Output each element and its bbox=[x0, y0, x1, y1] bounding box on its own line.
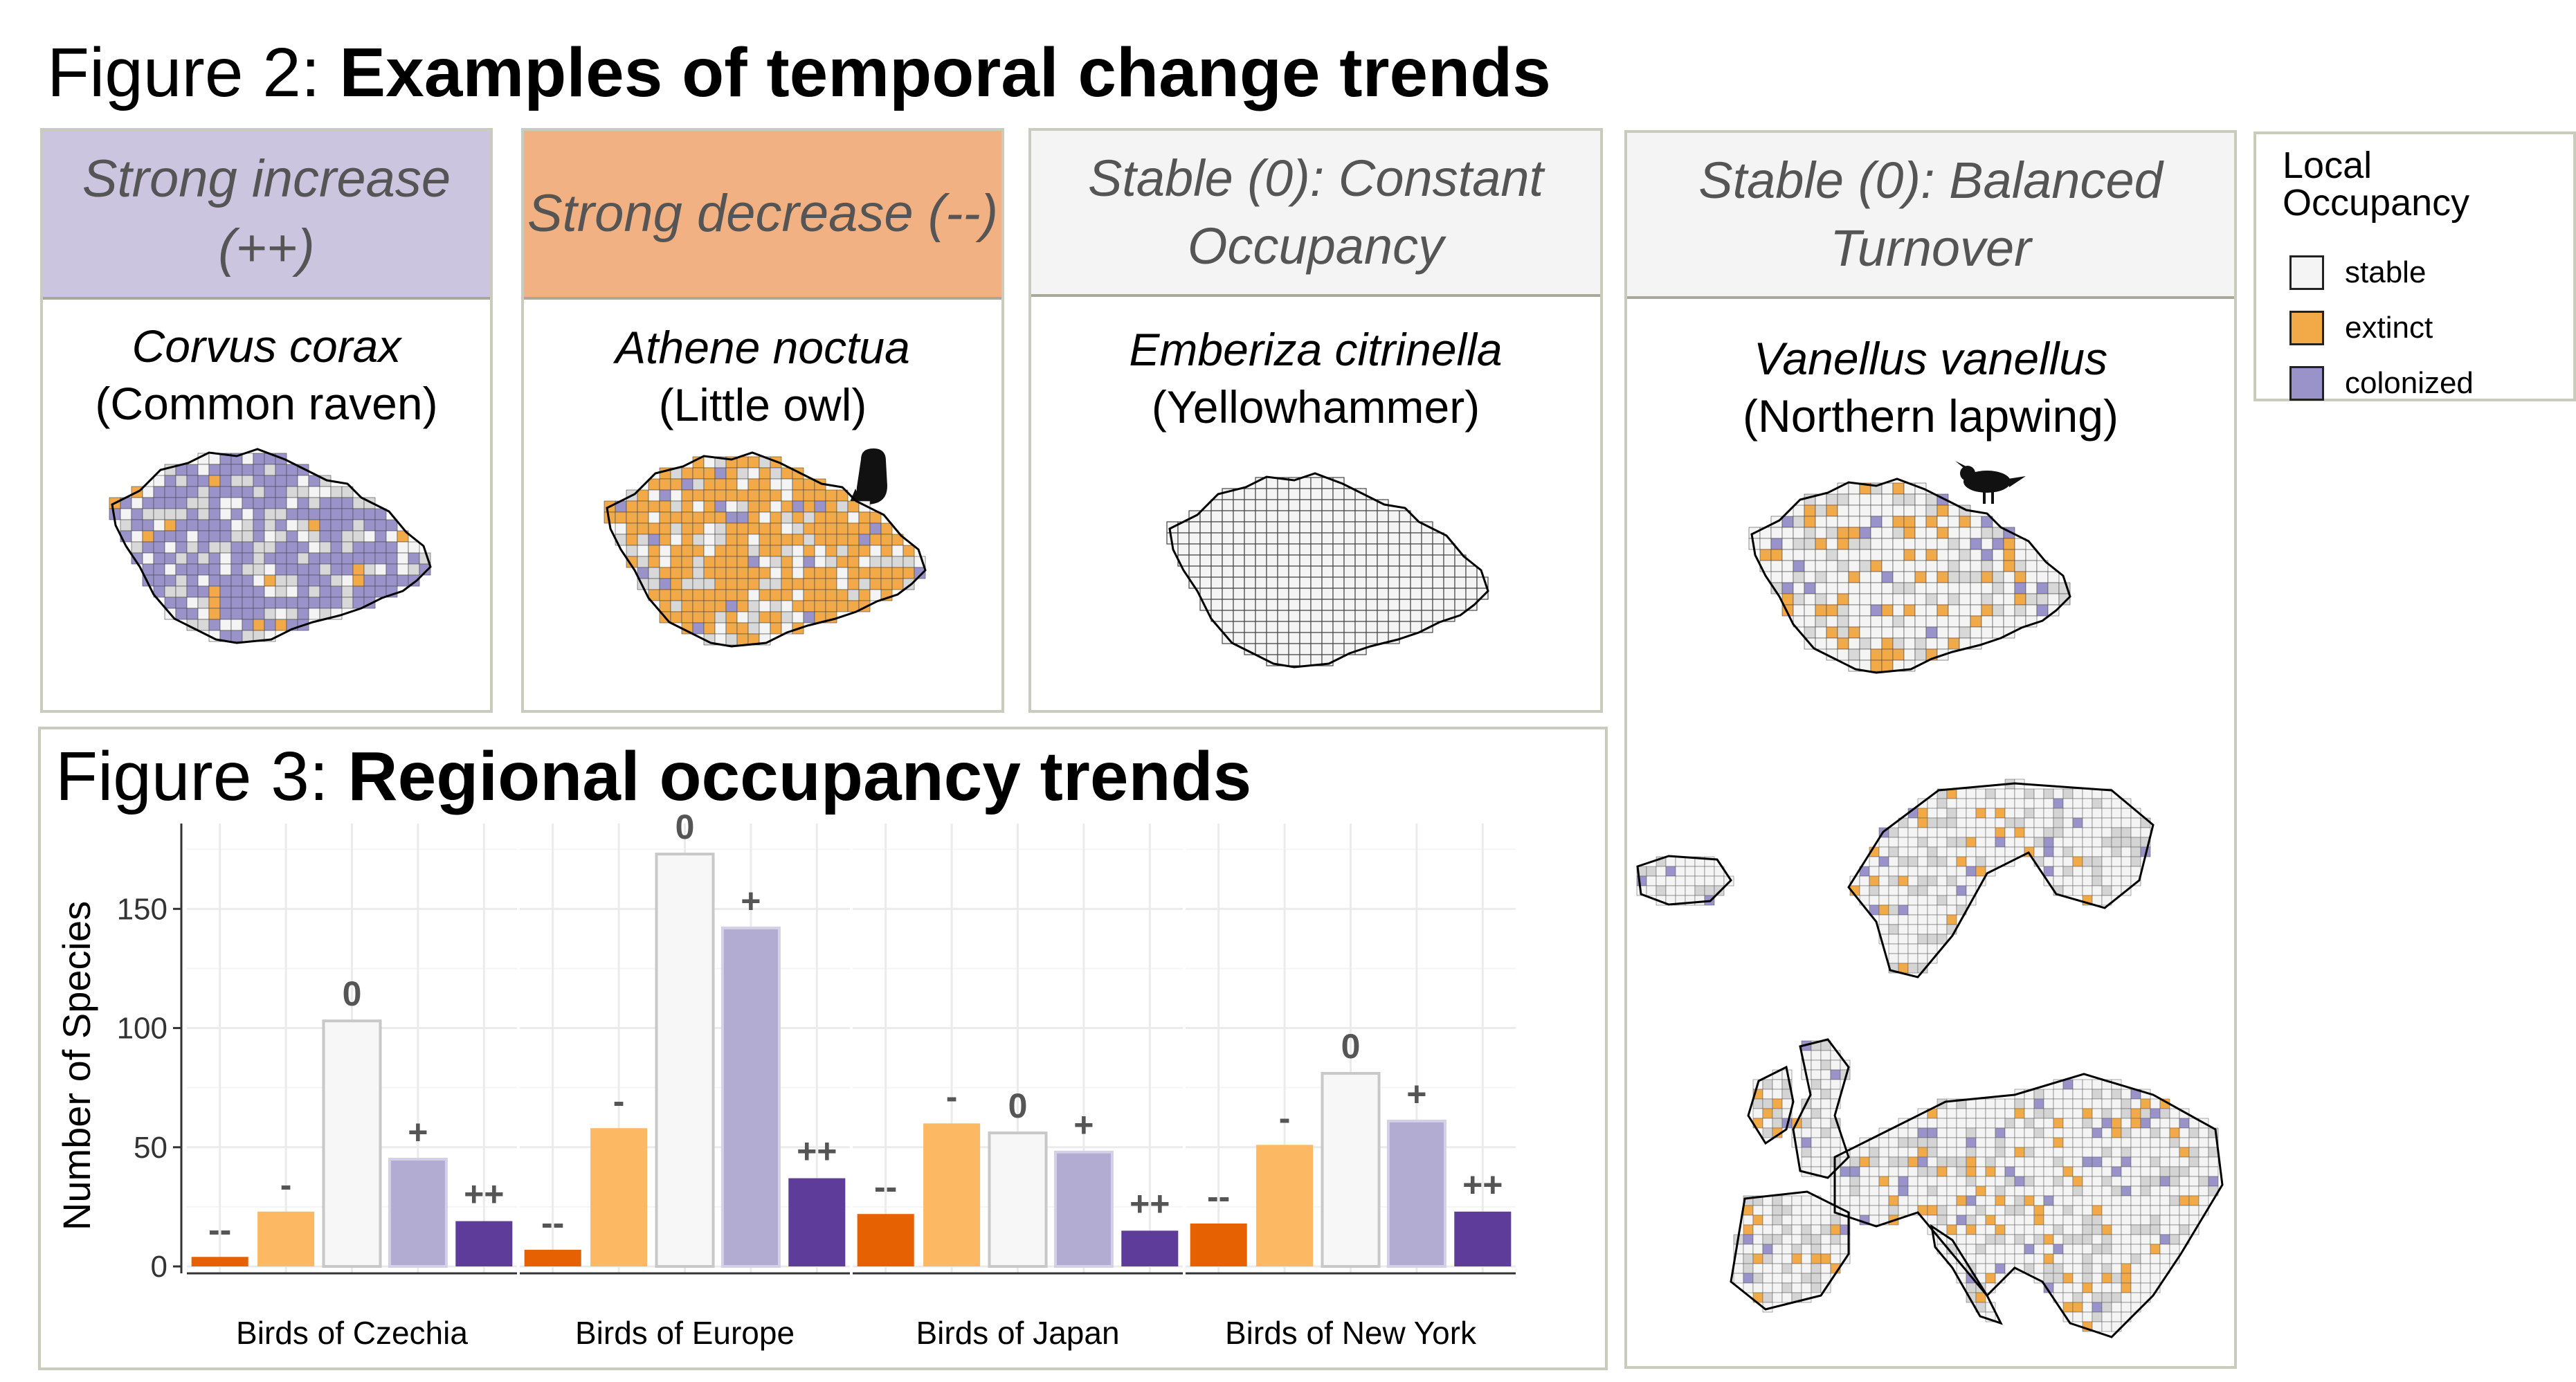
legend: Local Occupancy stable extinct colonized bbox=[2253, 131, 2576, 401]
figure-2-title: Figure 2: Examples of temporal change tr… bbox=[47, 34, 1551, 111]
y-tick-label: 0 bbox=[151, 1250, 167, 1284]
bar bbox=[322, 1019, 382, 1268]
bar bbox=[388, 1158, 448, 1268]
bar bbox=[1386, 1119, 1446, 1268]
facet-1: ---0+++Birds of Europe bbox=[520, 808, 850, 1351]
bar bbox=[988, 1131, 1048, 1268]
y-tick-label: 50 bbox=[134, 1131, 167, 1165]
facet-label: Birds of Europe bbox=[575, 1315, 795, 1351]
map-europe-lapwing bbox=[1636, 779, 2224, 1338]
bar-label: + bbox=[408, 1113, 428, 1152]
bar-label: - bbox=[1279, 1098, 1291, 1137]
bar bbox=[524, 1249, 581, 1266]
figure-3-title: Figure 3: Regional occupancy trends bbox=[55, 738, 1252, 815]
bar-label: + bbox=[1073, 1106, 1094, 1145]
legend-item-extinct: extinct bbox=[2289, 307, 2433, 349]
map-czechia-owl bbox=[604, 451, 927, 648]
y-tick-label: 100 bbox=[117, 1012, 167, 1046]
panel-header: Stable (0): Balanced Turnover bbox=[1627, 133, 2234, 299]
bar bbox=[720, 926, 781, 1268]
species-label: Emberiza citrinella (Yellowhammer) bbox=[1129, 324, 1503, 433]
bar-label: ++ bbox=[797, 1132, 837, 1171]
bar bbox=[590, 1128, 648, 1266]
legend-title: Local Occupancy bbox=[2283, 145, 2470, 224]
bar-label: - bbox=[280, 1165, 292, 1204]
legend-item-stable: stable bbox=[2289, 252, 2426, 293]
facet-0: ---0+++Birds of Czechia bbox=[187, 824, 517, 1351]
bar bbox=[191, 1257, 248, 1266]
facet-label: Birds of Czechia bbox=[236, 1315, 468, 1351]
facet-3: ---0+++Birds of New York bbox=[1186, 824, 1516, 1351]
bar bbox=[1256, 1145, 1314, 1266]
panel-header: Stable (0): Constant Occupancy bbox=[1031, 131, 1600, 297]
bar-label: -- bbox=[541, 1203, 564, 1242]
bar-label: - bbox=[613, 1082, 625, 1120]
bar bbox=[1190, 1224, 1247, 1266]
map-czechia-lapwing bbox=[1748, 478, 2071, 674]
bar bbox=[1454, 1211, 1512, 1266]
bar-label: + bbox=[741, 882, 761, 920]
bar-label: - bbox=[946, 1077, 958, 1116]
bar bbox=[788, 1178, 846, 1266]
panel-header: Strong decrease (--) bbox=[524, 131, 1001, 300]
bar bbox=[1321, 1072, 1381, 1268]
bar bbox=[1121, 1230, 1179, 1266]
panel-stable-turnover: Stable (0): Balanced Turnover Vanellus v… bbox=[1624, 130, 2237, 1369]
bar bbox=[655, 853, 715, 1269]
bar-label: -- bbox=[208, 1210, 231, 1249]
species-label: Athene noctua (Little owl) bbox=[615, 322, 910, 431]
bar bbox=[857, 1214, 914, 1266]
facet-label: Birds of New York bbox=[1225, 1315, 1477, 1351]
panel-header: Strong increase (++) bbox=[43, 131, 490, 300]
bar bbox=[257, 1211, 315, 1266]
facet-2: --- 0 +++Birds of Japan bbox=[853, 824, 1183, 1351]
bar-label: + bbox=[1406, 1075, 1426, 1113]
legend-swatch bbox=[2289, 366, 2324, 401]
map-czechia-raven bbox=[109, 448, 432, 644]
bar-label: -- bbox=[1207, 1177, 1230, 1216]
panel-strong-increase: Strong increase (++) Corvus corax (Commo… bbox=[40, 128, 493, 713]
species-label: Corvus corax (Common raven) bbox=[95, 320, 438, 430]
bar-label: 0 bbox=[1341, 1027, 1361, 1066]
legend-item-colonized: colonized bbox=[2289, 363, 2474, 404]
facet-label: Birds of Japan bbox=[916, 1315, 1119, 1351]
bar bbox=[923, 1123, 981, 1266]
y-axis-label: Number of Species bbox=[55, 901, 98, 1230]
lapwing-icon bbox=[1955, 461, 2026, 504]
map-czechia-yellowhammer bbox=[1166, 472, 1489, 669]
panel-strong-decrease: Strong decrease (--) Athene noctua (Litt… bbox=[521, 128, 1004, 713]
bar-label: -- bbox=[874, 1167, 897, 1206]
panel-stable-constant: Stable (0): Constant Occupancy Emberiza … bbox=[1028, 128, 1603, 713]
y-tick-label: 150 bbox=[117, 892, 167, 926]
bar-label: ++ bbox=[1130, 1184, 1170, 1223]
legend-swatch bbox=[2289, 255, 2324, 290]
bar-label: 0 bbox=[343, 974, 362, 1013]
legend-swatch bbox=[2289, 311, 2324, 345]
bar bbox=[455, 1221, 513, 1266]
bar bbox=[1053, 1150, 1114, 1268]
bar-label: 0 bbox=[1008, 1086, 1028, 1125]
species-label: Vanellus vanellus (Northern lapwing) bbox=[1743, 333, 2119, 442]
bar-label: ++ bbox=[1462, 1165, 1503, 1204]
bar-label: 0 bbox=[675, 808, 695, 846]
bar-label: ++ bbox=[464, 1175, 504, 1214]
